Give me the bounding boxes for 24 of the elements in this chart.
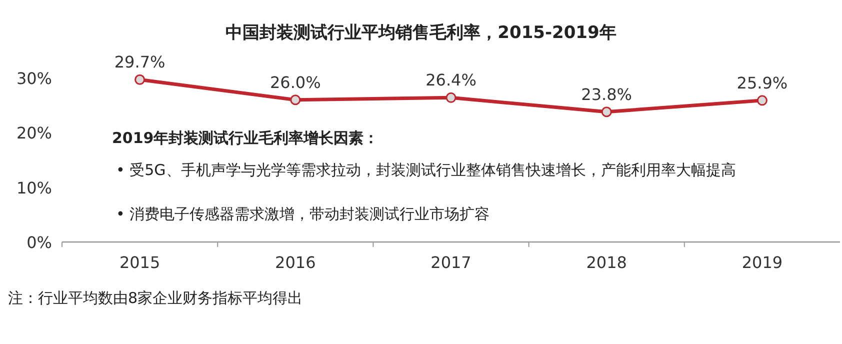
x-tick-label: 2018 [586, 253, 627, 272]
y-tick-label: 0% [26, 233, 52, 252]
x-tick-label: 2015 [119, 253, 160, 272]
point [446, 92, 456, 103]
chart-title: 中国封装测试行业平均销售毛利率，2015-2019年 [226, 23, 616, 43]
data-label: 29.7% [114, 52, 166, 72]
point [290, 94, 301, 106]
point [134, 74, 146, 85]
annotation: • 消费电子传感器需求激增，带动封装测试行业市场扩容 [116, 204, 491, 225]
point [601, 106, 612, 118]
data-label: 26.4% [426, 70, 476, 90]
y-tick-label: 20% [16, 124, 52, 143]
data-label: 26.0% [270, 72, 321, 92]
y-tick-label: 10% [16, 178, 52, 198]
data-label: 23.8% [581, 84, 632, 104]
x-tick-label: 2016 [275, 253, 316, 272]
y-tick-label: 30% [16, 69, 52, 88]
annotation: 2019年封装测试行业毛利率增长因素： [112, 128, 379, 149]
point [756, 95, 768, 106]
x-tick-label: 2017 [430, 253, 472, 272]
x-tick-label: 2019 [742, 253, 783, 272]
annotation: • 受5G、手机声学与光学等需求拉动，封装测试行业整体销售快速增长，产能利用率大幅提高 [116, 160, 737, 181]
data-label: 25.9% [736, 73, 788, 92]
text: 注：行业平均数由8家企业财务指标平均得出 [8, 288, 304, 309]
